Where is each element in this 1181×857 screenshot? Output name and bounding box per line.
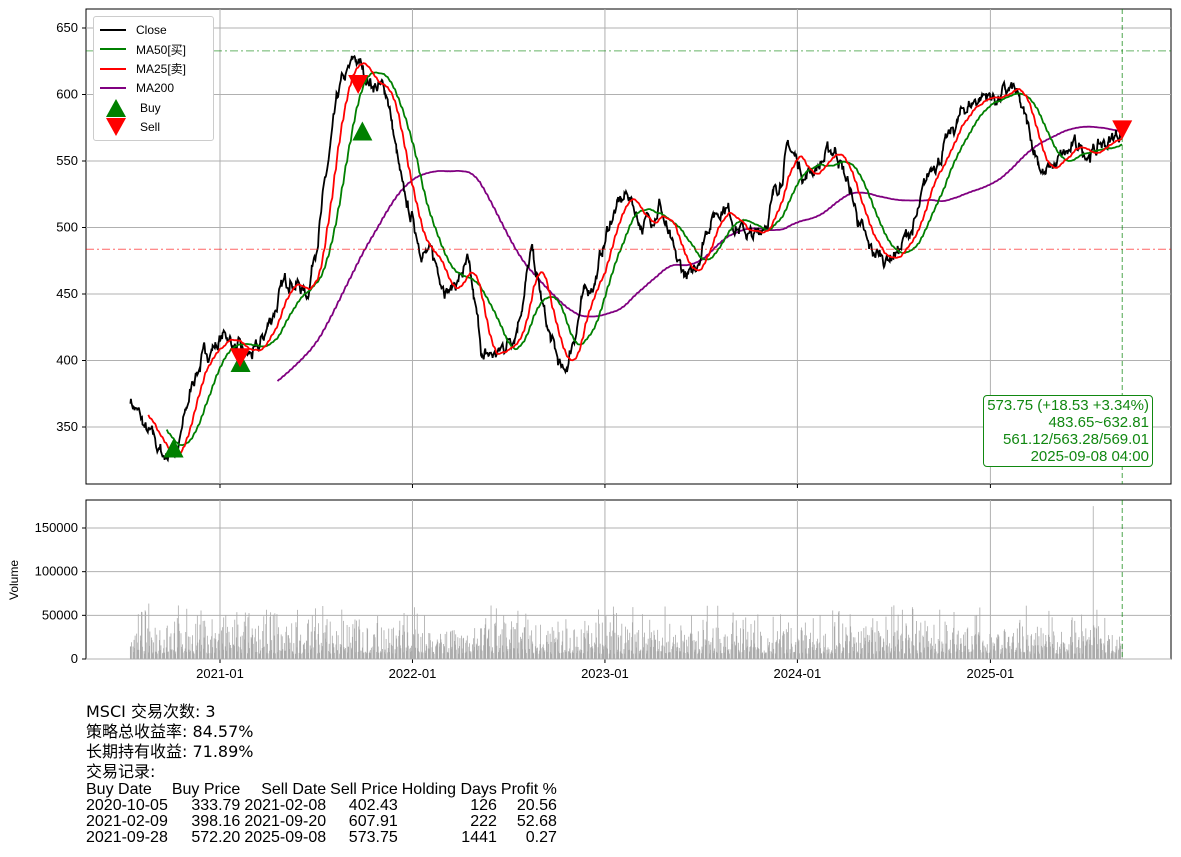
info-price: 573.75 (+18.53 +3.34%) <box>987 397 1149 414</box>
table-header: Profit % <box>500 781 557 798</box>
trade-log-title: 交易记录: <box>86 762 156 781</box>
table-cell: 2021-09-20 <box>244 813 327 830</box>
table-header: Sell Price <box>330 781 398 798</box>
x-tick-label: 2021-01 <box>196 666 244 681</box>
table-header: Buy Date <box>86 781 152 798</box>
table-cell: 2025-09-08 <box>244 829 327 846</box>
sell-marker <box>348 74 369 94</box>
table-cell: 607.91 <box>348 813 398 830</box>
table-row: 2021-02-09 398.16 2021-09-20 607.91 222 52.68 <box>86 814 561 830</box>
buy-marker <box>352 121 373 141</box>
table-row: 2020-10-05 333.79 2021-02-08 402.43 126 20.56 <box>86 798 561 814</box>
price-axes-frame <box>85 8 1172 485</box>
table-cell: 1441 <box>461 829 497 846</box>
table-header: Holding Days <box>401 781 497 798</box>
legend-ma200: MA200 <box>100 79 207 99</box>
legend-close: Close <box>100 20 207 40</box>
legend-ma25: MA25[卖] <box>100 59 207 79</box>
table-cell: 0.27 <box>525 829 557 846</box>
y-tick-label: 650 <box>56 20 78 35</box>
trade-count: MSCI 交易次数: 3 <box>86 702 216 721</box>
x-tick-label: 2025-01 <box>967 666 1015 681</box>
ma25-line <box>147 62 1123 456</box>
y-tick-label: 350 <box>56 419 78 434</box>
table-cell: 2021-02-09 <box>86 813 168 830</box>
volume-y-tick-label: 50000 <box>42 607 78 622</box>
strategy-return: 策略总收益率: 84.57% <box>86 722 254 741</box>
volume-ylabel: Volume <box>7 560 21 600</box>
y-tick-label: 400 <box>56 353 78 368</box>
volume-y-tick-label: 150000 <box>35 520 78 535</box>
close-line <box>129 54 1124 463</box>
info-mas: 561.12/563.28/569.01 <box>1003 431 1149 448</box>
legend-sell: Sell <box>100 118 207 138</box>
buy-marker <box>163 438 184 458</box>
ma50-line <box>165 71 1123 446</box>
price-volume-chart: 2021-01 2022-01 2023-01 2024-01 2025-01 350 40… <box>7 8 1172 681</box>
table-cell: 333.79 <box>191 797 241 814</box>
volume-y-tick-label: 0 <box>71 651 78 666</box>
x-tick-label: 2022-01 <box>389 666 437 681</box>
table-cell: 2021-02-08 <box>244 797 327 814</box>
y-tick-label: 600 <box>56 87 78 102</box>
table-header: Sell Date <box>261 781 327 798</box>
trade-table: Buy Date Buy Price Sell Date Sell Price Hold… <box>86 782 561 846</box>
y-tick-label: 550 <box>56 153 78 168</box>
ma200-line <box>276 125 1123 382</box>
table-cell: 402.43 <box>348 797 398 814</box>
info-date: 2025-09-08 04:00 <box>1030 448 1149 465</box>
sell-marker <box>1112 120 1133 140</box>
y-tick-label: 450 <box>56 286 78 301</box>
table-cell: 2020-10-05 <box>86 797 168 814</box>
table-cell: 2021-09-28 <box>86 829 168 846</box>
legend-buy: Buy <box>100 98 207 118</box>
table-header: Buy Price <box>171 781 241 798</box>
table-cell: 573.75 <box>348 829 398 846</box>
table-row: 2021-09-28 572.20 2025-09-08 573.75 1441 0.27 <box>86 830 561 846</box>
x-tick-label: 2023-01 <box>581 666 629 681</box>
table-cell: 126 <box>470 797 497 814</box>
hold-return: 长期持有收益: 71.89% <box>86 742 254 761</box>
table-cell: 572.20 <box>191 829 241 846</box>
legend-ma50: MA50[买] <box>100 40 207 60</box>
table-cell: 398.16 <box>191 813 241 830</box>
volume-y-tick-label: 100000 <box>35 564 78 579</box>
sell-marker <box>230 348 251 368</box>
table-cell: 52.68 <box>516 813 557 830</box>
info-range: 483.65~632.81 <box>1048 414 1149 431</box>
y-tick-label: 500 <box>56 220 78 235</box>
table-cell: 20.56 <box>516 797 557 814</box>
table-cell: 222 <box>470 813 497 830</box>
x-tick-label: 2024-01 <box>774 666 822 681</box>
stats-panel: MSCI 交易次数: 3 策略总收益率: 84.57% 长期持有收益: 71.89%… <box>86 702 561 846</box>
legend: Close MA50[买] MA25[卖] MA200 Buy Sell <box>93 16 214 141</box>
info-box: 573.75 (+18.53 +3.34%) 483.65~632.81 561… <box>983 395 1153 467</box>
